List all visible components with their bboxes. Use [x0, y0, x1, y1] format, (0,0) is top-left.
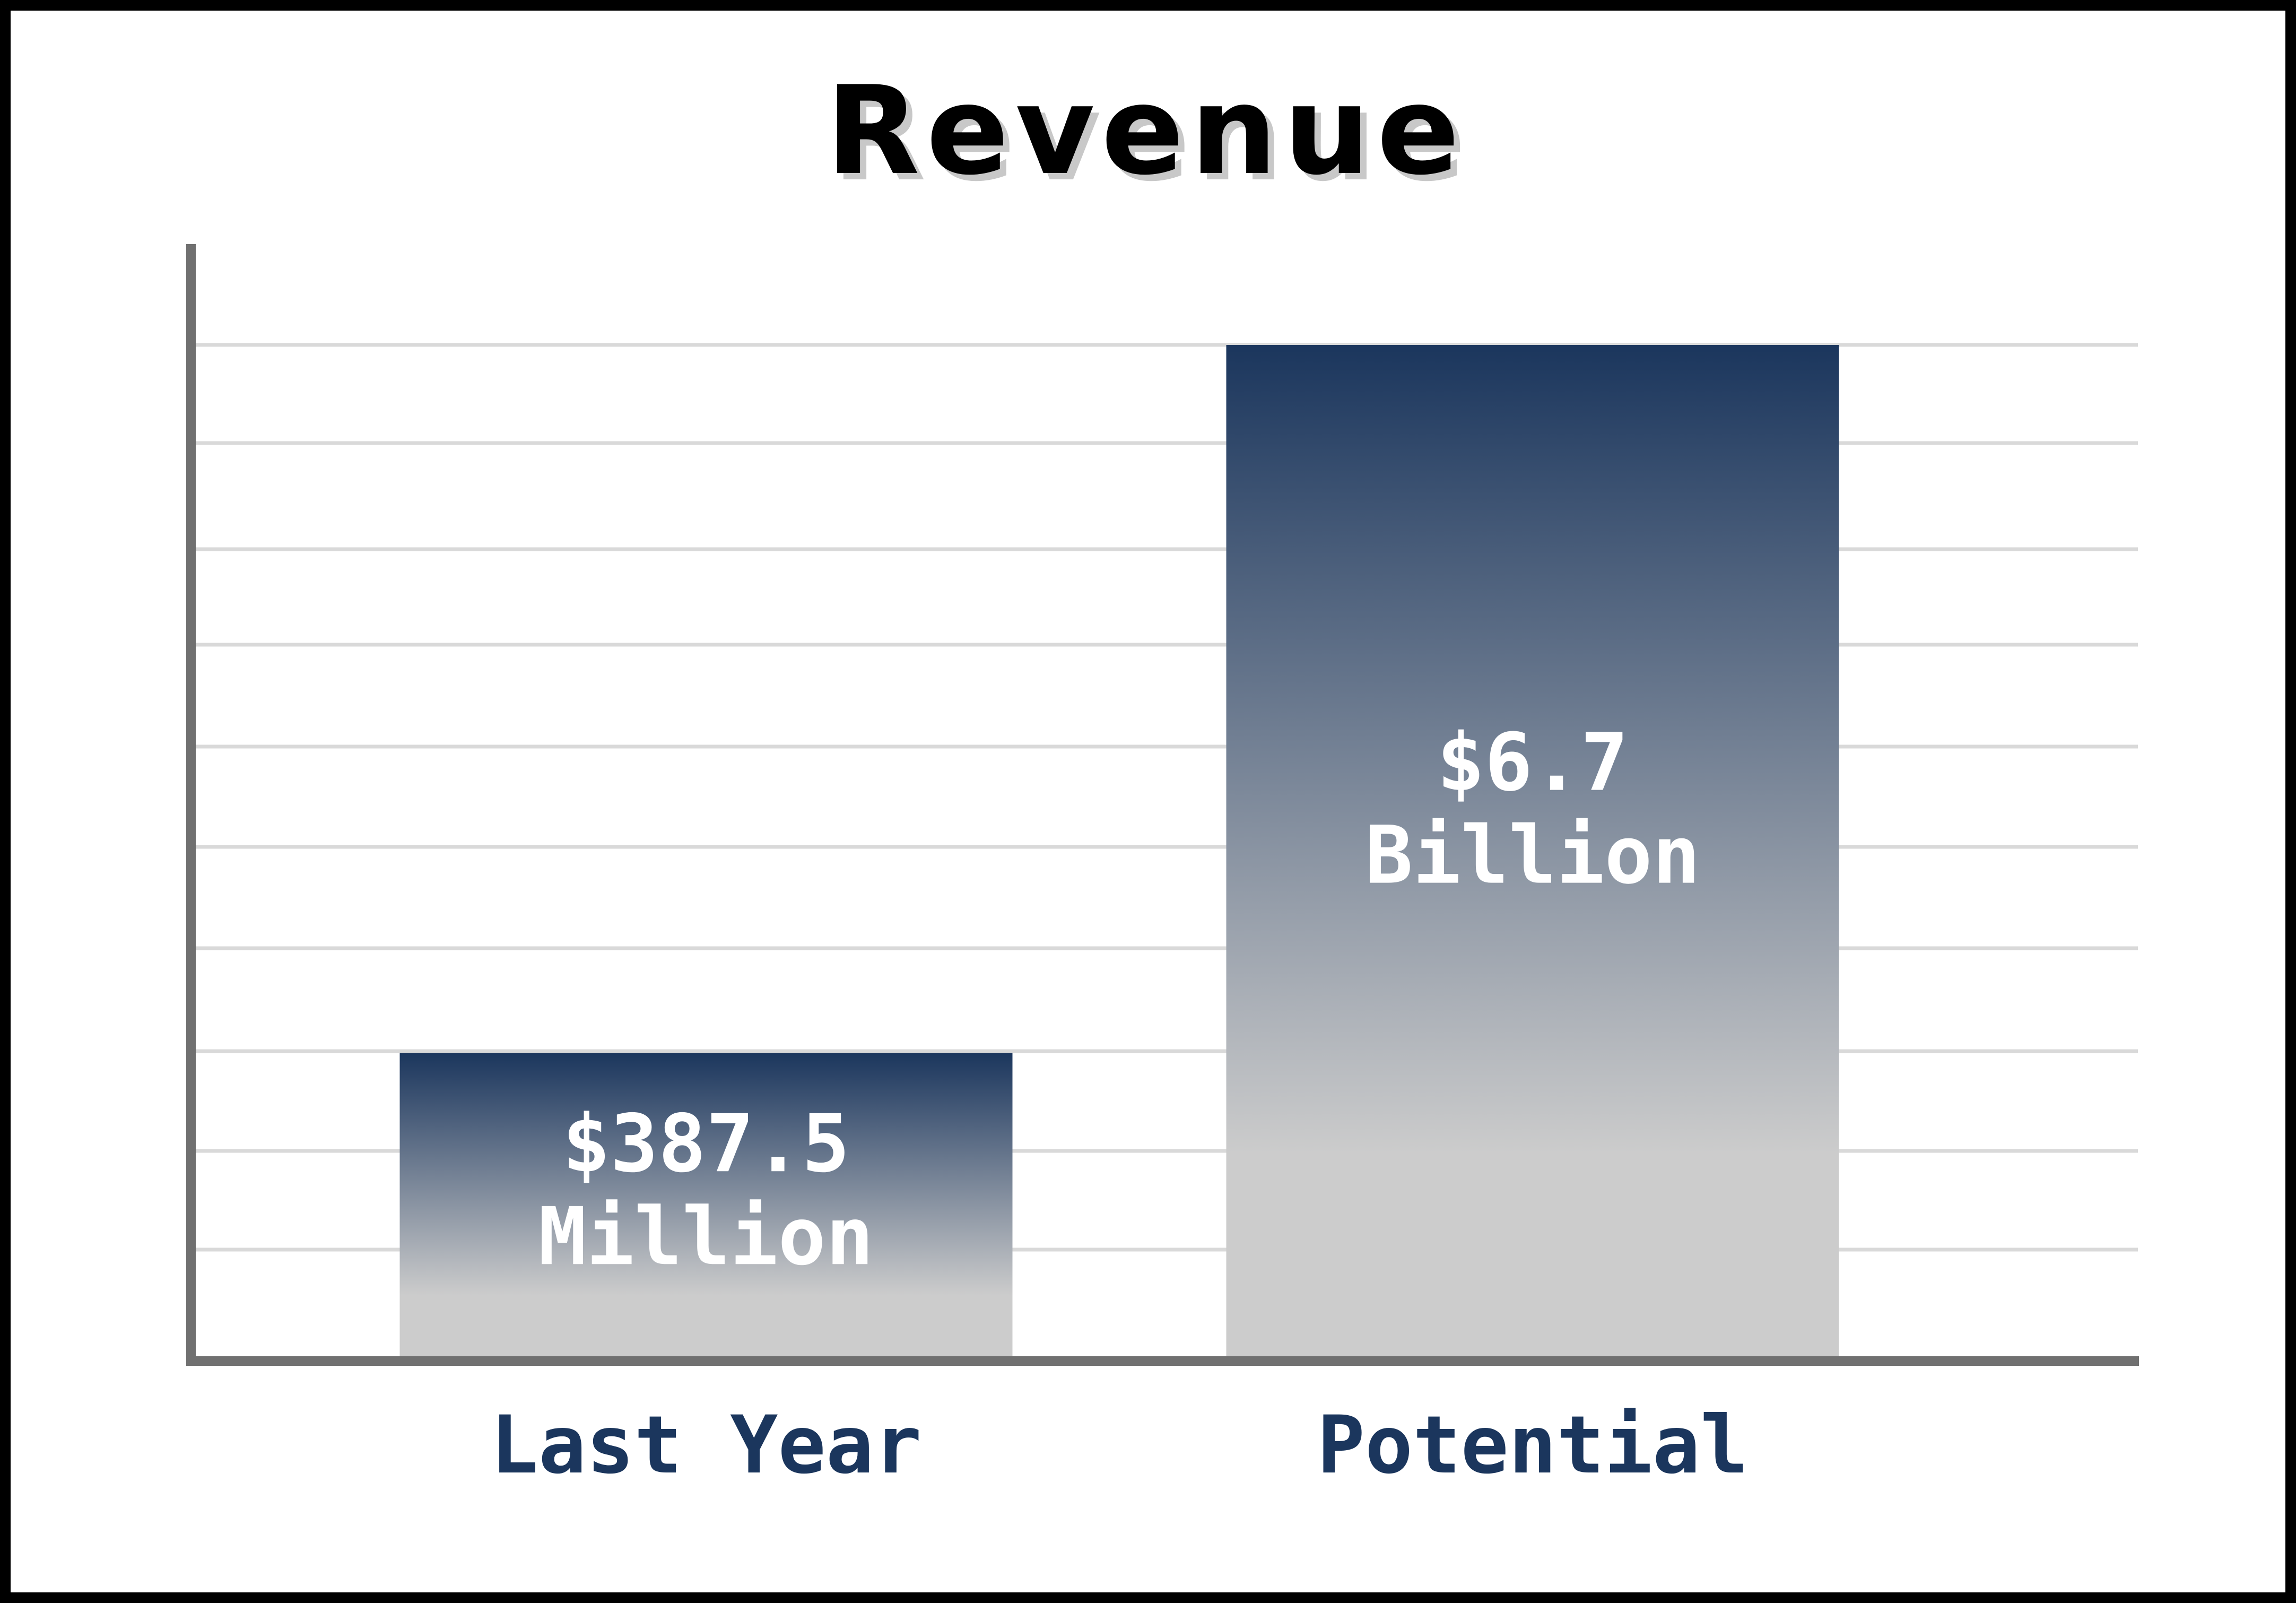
category-label-last-year: Last Year	[491, 1399, 922, 1492]
bars	[399, 345, 1839, 1356]
bar-potential	[1226, 345, 1839, 1356]
chart-title-shadow: Revenue	[832, 67, 1473, 209]
bar-unit-label: Million	[538, 1191, 874, 1283]
chart-title: Revenue	[826, 60, 1466, 202]
bar-value-label: $6.7	[1437, 717, 1628, 809]
category-labels: Last Year Potential	[491, 1399, 1749, 1492]
bar-last-year	[399, 1053, 1013, 1356]
bar-unit-label: Billion	[1365, 810, 1700, 902]
bar-value-label: $387.5	[562, 1098, 850, 1190]
category-label-potential: Potential	[1317, 1399, 1749, 1492]
